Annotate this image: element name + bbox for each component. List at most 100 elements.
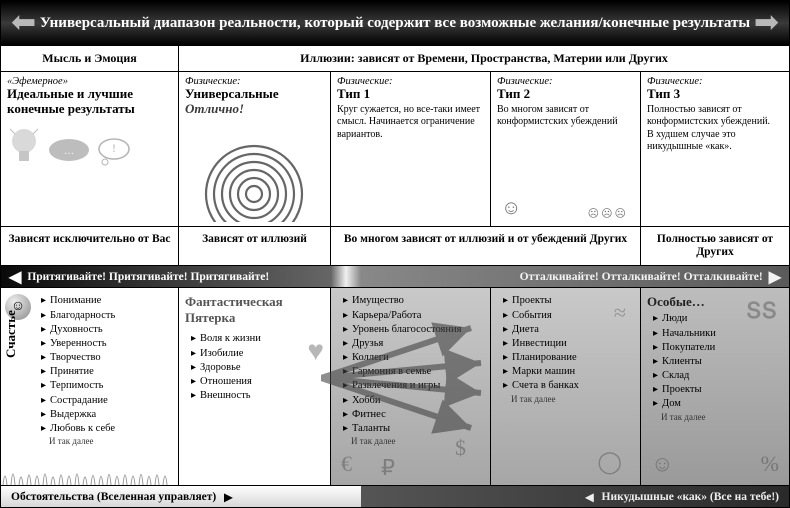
- list-item: Внешность: [191, 389, 324, 403]
- card-title: Тип 3: [647, 87, 783, 102]
- list-projects: ПроектыСобытияДиетаИнвестицииПланировани…: [491, 288, 641, 485]
- gradient-gap: [331, 266, 361, 287]
- happiness-label: Счастье: [3, 311, 19, 359]
- card-desc: Во многом зависят от конформистских убеж…: [497, 104, 634, 129]
- arrow-right-icon: ➡: [754, 8, 779, 38]
- list-item: Инвестиции: [503, 337, 634, 351]
- card-type1: Физические: Тип 1 Круг сужается, но все-…: [331, 72, 491, 226]
- list-items: ЛюдиНачальникиПокупателиКлиентыСкладПрое…: [653, 312, 783, 411]
- triangle-left-icon: ◂: [586, 487, 594, 507]
- list-item: Склад: [653, 369, 783, 383]
- lists-row: ☺ Счастье ПониманиеБлагодарностьДуховнос…: [1, 287, 789, 485]
- bottom-right-text: Никудышные «как» (Все на тебе!): [602, 491, 779, 503]
- list-item: Планирование: [503, 351, 634, 365]
- list-item: Любовь к себе: [41, 422, 172, 436]
- list-possessions: ИмуществоКарьера/РаботаУровень благосост…: [331, 288, 491, 485]
- list-item: Принятие: [41, 365, 172, 379]
- card-universal: Физические: Универсальные Отлично!: [179, 72, 331, 226]
- card-type3: Физические: Тип 3 Полностью зависят от к…: [641, 72, 789, 226]
- list-item: Изобилие: [191, 347, 324, 361]
- list-item: Диета: [503, 323, 634, 337]
- list-item: Понимание: [41, 294, 172, 308]
- lightbulb-icon: [7, 125, 41, 167]
- card-exclaim: Отлично!: [185, 102, 324, 117]
- list-item: Фитнес: [343, 408, 484, 422]
- card-desc: Полностью зависят от конформистских убеж…: [647, 104, 783, 154]
- list-item: Сострадание: [41, 394, 172, 408]
- list-special: Особые… ЛюдиНачальникиПокупателиКлиентыС…: [641, 288, 789, 485]
- attract-repel-bar: ◀ Притягивайте! Притягивайте! Притягивай…: [1, 265, 789, 287]
- col-title: Особые…: [647, 294, 783, 310]
- face-happy-icon: ☺: [501, 197, 521, 220]
- list-item: Хобби: [343, 394, 484, 408]
- card-type2: Физические: Тип 2 Во многом зависят от к…: [491, 72, 641, 226]
- triangle-left-icon: ◀: [9, 267, 21, 287]
- speech-bubble-icon: …: [47, 137, 91, 167]
- list-items: Воля к жизниИзобилиеЗдоровьеОтношенияВне…: [191, 332, 324, 403]
- dep-c1: Зависят исключительно от Вас: [1, 227, 179, 265]
- hdr-illusions: Иллюзии: зависят от Времени, Пространств…: [179, 46, 789, 71]
- face-sad-cluster-icon: ☹☹☹: [588, 207, 626, 220]
- card-title: Универсальные: [185, 87, 324, 102]
- card-title: Идеальные и лучшие конечные результаты: [7, 87, 172, 117]
- list-item: Выдержка: [41, 408, 172, 422]
- attract-text: Притягивайте! Притягивайте! Притягивайте…: [27, 271, 269, 283]
- bottom-right: ◂ Никудышные «как» (Все на тебе!): [361, 486, 789, 507]
- list-item: Гармония в семье: [343, 365, 484, 379]
- list-item: Карьера/Работа: [343, 309, 484, 323]
- list-item: Таланты: [343, 422, 484, 436]
- banner-title: Универсальный диапазон реальности, котор…: [36, 14, 754, 33]
- list-item: Воля к жизни: [191, 332, 324, 346]
- idea-icons: … !: [7, 125, 172, 167]
- card-ephemeral: «Эфемерное» Идеальные и лучшие конечные …: [1, 72, 179, 226]
- list-items: ПониманиеБлагодарностьДуховностьУверенно…: [41, 294, 172, 436]
- attract-section: ◀ Притягивайте! Притягивайте! Притягивай…: [1, 266, 331, 287]
- list-item: Друзья: [343, 337, 484, 351]
- category-header-row: Мысль и Эмоция Иллюзии: зависят от Време…: [1, 45, 789, 71]
- list-item: События: [503, 309, 634, 323]
- concentric-rings-icon: [199, 144, 309, 222]
- list-item: Духовность: [41, 323, 172, 337]
- list-item: Благодарность: [41, 309, 172, 323]
- heart-icon: ♥: [307, 336, 324, 368]
- etc-text: И так далее: [351, 436, 484, 446]
- svg-text:!: !: [112, 141, 116, 155]
- dep-c34: Во многом зависят от иллюзий и от убежде…: [331, 227, 641, 265]
- triangle-right-icon: ▸: [224, 487, 232, 507]
- card-title: Тип 1: [337, 87, 484, 102]
- bottom-left-text: Обстоятельства (Вселенная управляет): [11, 491, 216, 503]
- list-item: Терпимость: [41, 379, 172, 393]
- list-items: ИмуществоКарьера/РаботаУровень благосост…: [343, 294, 484, 436]
- etc-text: И так далее: [49, 436, 172, 446]
- list-item: Творчество: [41, 351, 172, 365]
- list-item: Люди: [653, 312, 783, 326]
- col-title: Фантастическая Пятерка: [185, 294, 324, 326]
- etc-text: И так далее: [661, 412, 783, 422]
- card-desc: Круг сужается, но все-таки имеет смысл. …: [337, 104, 484, 142]
- list-item: Развлечения и игры: [343, 379, 484, 393]
- svg-text:…: …: [64, 146, 74, 157]
- card-title: Тип 2: [497, 87, 634, 102]
- thought-bubble-icon: !: [97, 137, 131, 167]
- etc-text: И так далее: [511, 394, 634, 404]
- list-item: Дом: [653, 397, 783, 411]
- grass-icon: [1, 461, 178, 485]
- list-item: Коллеги: [343, 351, 484, 365]
- list-item: Здоровье: [191, 361, 324, 375]
- dependency-row: Зависят исключительно от Вас Зависят от …: [1, 226, 789, 265]
- cards-row: «Эфемерное» Идеальные и лучшие конечные …: [1, 71, 789, 226]
- list-item: Начальники: [653, 327, 783, 341]
- list-item: Уровень благосостояния: [343, 323, 484, 337]
- list-happiness: ☺ Счастье ПониманиеБлагодарностьДуховнос…: [1, 288, 179, 485]
- list-items: ПроектыСобытияДиетаИнвестицииПланировани…: [503, 294, 634, 393]
- list-item: Проекты: [503, 294, 634, 308]
- list-fantastic-five: Фантастическая Пятерка Воля к жизниИзоби…: [179, 288, 331, 485]
- list-item: Уверенность: [41, 337, 172, 351]
- list-item: Клиенты: [653, 355, 783, 369]
- dep-c2: Зависят от иллюзий: [179, 227, 331, 265]
- list-item: Отношения: [191, 375, 324, 389]
- banner: ⬅ Универсальный диапазон реальности, кот…: [1, 1, 789, 45]
- bottom-left: Обстоятельства (Вселенная управляет) ▸: [1, 486, 361, 507]
- list-item: Марки машин: [503, 365, 634, 379]
- list-item: Счета в банках: [503, 379, 634, 393]
